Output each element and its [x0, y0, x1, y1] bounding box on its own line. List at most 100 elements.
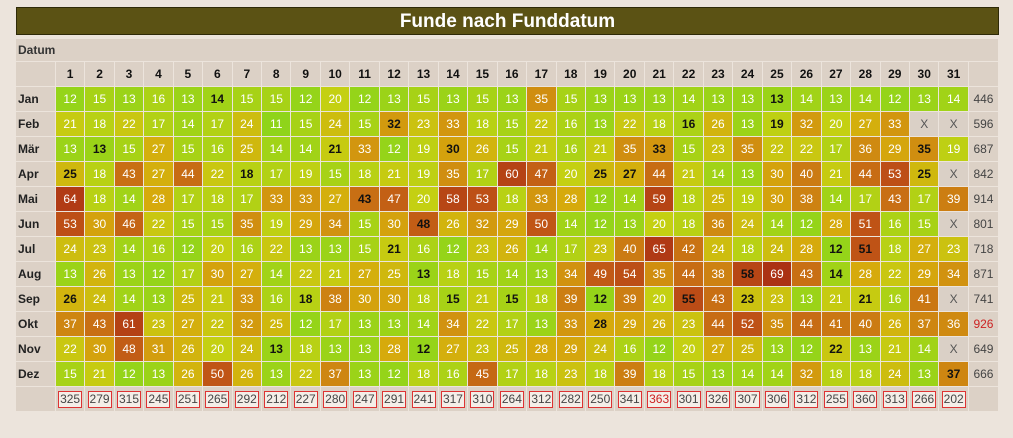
- day-cell[interactable]: 33: [644, 137, 674, 161]
- day-cell[interactable]: 21: [586, 137, 615, 161]
- day-cell[interactable]: 15: [203, 212, 232, 236]
- day-cell[interactable]: 16: [880, 212, 909, 236]
- day-cell[interactable]: 20: [203, 237, 232, 261]
- day-cell[interactable]: 13: [644, 87, 674, 111]
- day-cell[interactable]: 21: [379, 237, 409, 261]
- day-cell[interactable]: 17: [173, 262, 203, 286]
- day-cell[interactable]: 17: [851, 187, 880, 211]
- day-cell[interactable]: 17: [232, 187, 262, 211]
- day-cell[interactable]: 27: [438, 337, 468, 361]
- day-cell[interactable]: 13: [379, 312, 409, 336]
- day-cell[interactable]: 14: [527, 237, 556, 261]
- day-cell[interactable]: 14: [674, 87, 703, 111]
- day-cell[interactable]: 13: [527, 262, 556, 286]
- day-cell[interactable]: 12: [379, 137, 409, 161]
- day-cell[interactable]: 28: [379, 337, 409, 361]
- day-cell[interactable]: 23: [939, 237, 968, 261]
- day-cell[interactable]: 17: [821, 137, 851, 161]
- day-cell[interactable]: 13: [114, 87, 144, 111]
- day-cell[interactable]: 22: [55, 337, 85, 361]
- day-cell[interactable]: 61: [114, 312, 144, 336]
- day-cell[interactable]: 13: [851, 337, 880, 361]
- day-cell[interactable]: 12: [792, 337, 821, 361]
- day-cell[interactable]: 22: [880, 262, 909, 286]
- day-cell[interactable]: 12: [586, 212, 615, 236]
- day-cell[interactable]: 12: [379, 362, 409, 386]
- day-cell[interactable]: 21: [320, 262, 350, 286]
- day-cell[interactable]: 14: [733, 362, 762, 386]
- day-cell[interactable]: 28: [527, 337, 556, 361]
- day-cell[interactable]: 44: [792, 312, 821, 336]
- day-cell[interactable]: 29: [556, 337, 586, 361]
- day-cell[interactable]: 35: [644, 262, 674, 286]
- day-cell[interactable]: 13: [173, 87, 203, 111]
- day-cell[interactable]: 30: [203, 262, 232, 286]
- day-cell[interactable]: 18: [586, 362, 615, 386]
- day-cell[interactable]: 33: [527, 187, 556, 211]
- day-cell[interactable]: 49: [586, 262, 615, 286]
- day-cell[interactable]: 18: [880, 237, 909, 261]
- day-cell[interactable]: 25: [262, 312, 291, 336]
- day-cell[interactable]: 18: [350, 162, 379, 186]
- day-cell[interactable]: 14: [762, 362, 792, 386]
- day-cell[interactable]: 13: [821, 87, 851, 111]
- day-cell[interactable]: 26: [703, 112, 733, 136]
- day-cell[interactable]: 14: [615, 187, 644, 211]
- day-cell[interactable]: 18: [644, 362, 674, 386]
- day-cell[interactable]: 12: [114, 362, 144, 386]
- day-cell[interactable]: 15: [173, 137, 203, 161]
- day-cell[interactable]: 53: [468, 187, 497, 211]
- day-cell[interactable]: 33: [438, 112, 468, 136]
- day-cell[interactable]: 13: [762, 87, 792, 111]
- day-cell[interactable]: 39: [556, 287, 586, 311]
- day-cell[interactable]: 32: [468, 212, 497, 236]
- day-cell[interactable]: 20: [821, 112, 851, 136]
- day-cell[interactable]: 22: [527, 112, 556, 136]
- day-cell[interactable]: 59: [644, 187, 674, 211]
- day-cell[interactable]: 25: [733, 337, 762, 361]
- day-cell[interactable]: 17: [556, 237, 586, 261]
- day-cell[interactable]: 19: [409, 137, 438, 161]
- day-cell[interactable]: 20: [674, 337, 703, 361]
- day-cell[interactable]: 24: [320, 112, 350, 136]
- day-cell[interactable]: 33: [880, 112, 909, 136]
- day-cell[interactable]: 13: [910, 362, 939, 386]
- day-cell[interactable]: 40: [792, 162, 821, 186]
- day-cell[interactable]: 22: [821, 337, 851, 361]
- day-cell[interactable]: 15: [85, 87, 114, 111]
- day-cell[interactable]: 27: [232, 262, 262, 286]
- day-cell[interactable]: 24: [880, 362, 909, 386]
- day-cell[interactable]: 25: [232, 137, 262, 161]
- day-cell[interactable]: 43: [703, 287, 733, 311]
- day-cell[interactable]: 18: [409, 287, 438, 311]
- day-cell[interactable]: 24: [85, 287, 114, 311]
- day-cell[interactable]: 26: [55, 287, 85, 311]
- day-cell[interactable]: 26: [232, 362, 262, 386]
- day-cell[interactable]: 15: [468, 262, 497, 286]
- day-cell[interactable]: 18: [203, 187, 232, 211]
- day-cell[interactable]: 22: [291, 262, 320, 286]
- day-cell[interactable]: 15: [262, 87, 291, 111]
- day-cell[interactable]: 13: [703, 87, 733, 111]
- day-cell[interactable]: 14: [114, 287, 144, 311]
- day-cell[interactable]: 23: [468, 337, 497, 361]
- day-cell[interactable]: 15: [468, 87, 497, 111]
- day-cell[interactable]: 26: [85, 262, 114, 286]
- day-cell[interactable]: 40: [851, 312, 880, 336]
- day-cell[interactable]: 13: [615, 87, 644, 111]
- day-cell[interactable]: 23: [674, 312, 703, 336]
- day-cell[interactable]: 12: [291, 87, 320, 111]
- day-cell[interactable]: 15: [497, 112, 527, 136]
- day-cell[interactable]: 24: [232, 112, 262, 136]
- day-cell[interactable]: 15: [320, 162, 350, 186]
- day-cell[interactable]: 52: [733, 312, 762, 336]
- day-cell[interactable]: 28: [792, 237, 821, 261]
- day-cell[interactable]: 29: [910, 262, 939, 286]
- day-cell[interactable]: 12: [586, 287, 615, 311]
- day-cell[interactable]: 21: [320, 137, 350, 161]
- day-cell[interactable]: 34: [939, 262, 968, 286]
- day-cell[interactable]: 43: [350, 187, 379, 211]
- day-cell[interactable]: 18: [674, 212, 703, 236]
- day-cell[interactable]: 14: [851, 87, 880, 111]
- day-cell[interactable]: 14: [939, 87, 968, 111]
